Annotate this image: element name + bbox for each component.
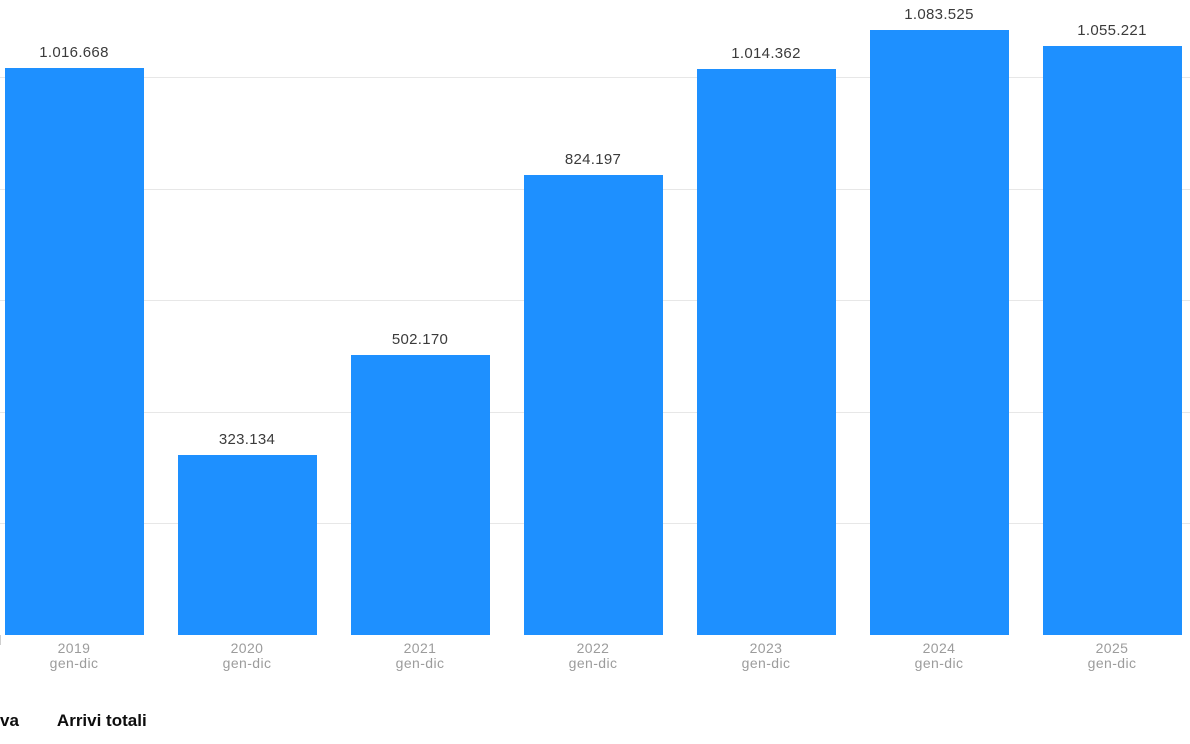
bar-2020[interactable] [177, 455, 317, 635]
x-axis-period: gen-dic [1087, 655, 1137, 671]
bar-2024[interactable] [869, 30, 1009, 635]
bar-value-label-2020: 323.134 [218, 431, 276, 448]
legend-item-arrivi-totali[interactable]: Arrivi totali [56, 711, 147, 730]
x-axis-label-2025: 2025 gen-dic [1022, 641, 1190, 671]
x-axis-period: gen-dic [568, 655, 618, 671]
x-axis-period: gen-dic [395, 655, 445, 671]
x-axis-year: 2025 [1095, 640, 1129, 656]
x-axis-label-2024: 2024 gen-dic [849, 641, 1029, 671]
gridline [0, 77, 1190, 78]
bar-2021[interactable] [350, 355, 490, 635]
bar-value-label-2022: 824.197 [564, 151, 622, 168]
x-axis-period: gen-dic [914, 655, 964, 671]
x-axis-year: 2024 [922, 640, 956, 656]
x-axis-period: gen-dic [222, 655, 272, 671]
x-axis-year: 2019 [57, 640, 91, 656]
bar-2023[interactable] [696, 69, 836, 635]
x-axis-year: 2020 [230, 640, 264, 656]
x-axis-label-2022: 2022 gen-dic [503, 641, 683, 671]
x-axis-label-2021: 2021 gen-dic [330, 641, 510, 671]
x-axis-label-2023: 2023 gen-dic [676, 641, 856, 671]
x-axis-period: gen-dic [741, 655, 791, 671]
x-axis-label-2020: 2020 gen-dic [157, 641, 337, 671]
legend-item-partial[interactable]: va [0, 711, 19, 730]
legend-row: va Arrivi totali [0, 711, 147, 731]
bar-2025[interactable] [1042, 46, 1182, 635]
bar-2019[interactable] [4, 68, 144, 635]
bar-value-label-2021: 502.170 [391, 331, 449, 348]
bar-2022[interactable] [523, 175, 663, 635]
x-axis-label-2019: 2019 gen-dic [0, 641, 164, 671]
bar-value-label-2025: 1.055.221 [1077, 22, 1147, 39]
bar-value-label-2019: 1.016.668 [39, 44, 109, 61]
x-axis-year: 2023 [749, 640, 783, 656]
x-axis-year: 2021 [403, 640, 437, 656]
bar-value-label-2024: 1.083.525 [904, 6, 974, 23]
x-axis-year: 2022 [576, 640, 610, 656]
bar-value-label-2023: 1.014.362 [731, 45, 801, 62]
x-axis-period: gen-dic [49, 655, 99, 671]
axis-tick [0, 635, 1, 645]
